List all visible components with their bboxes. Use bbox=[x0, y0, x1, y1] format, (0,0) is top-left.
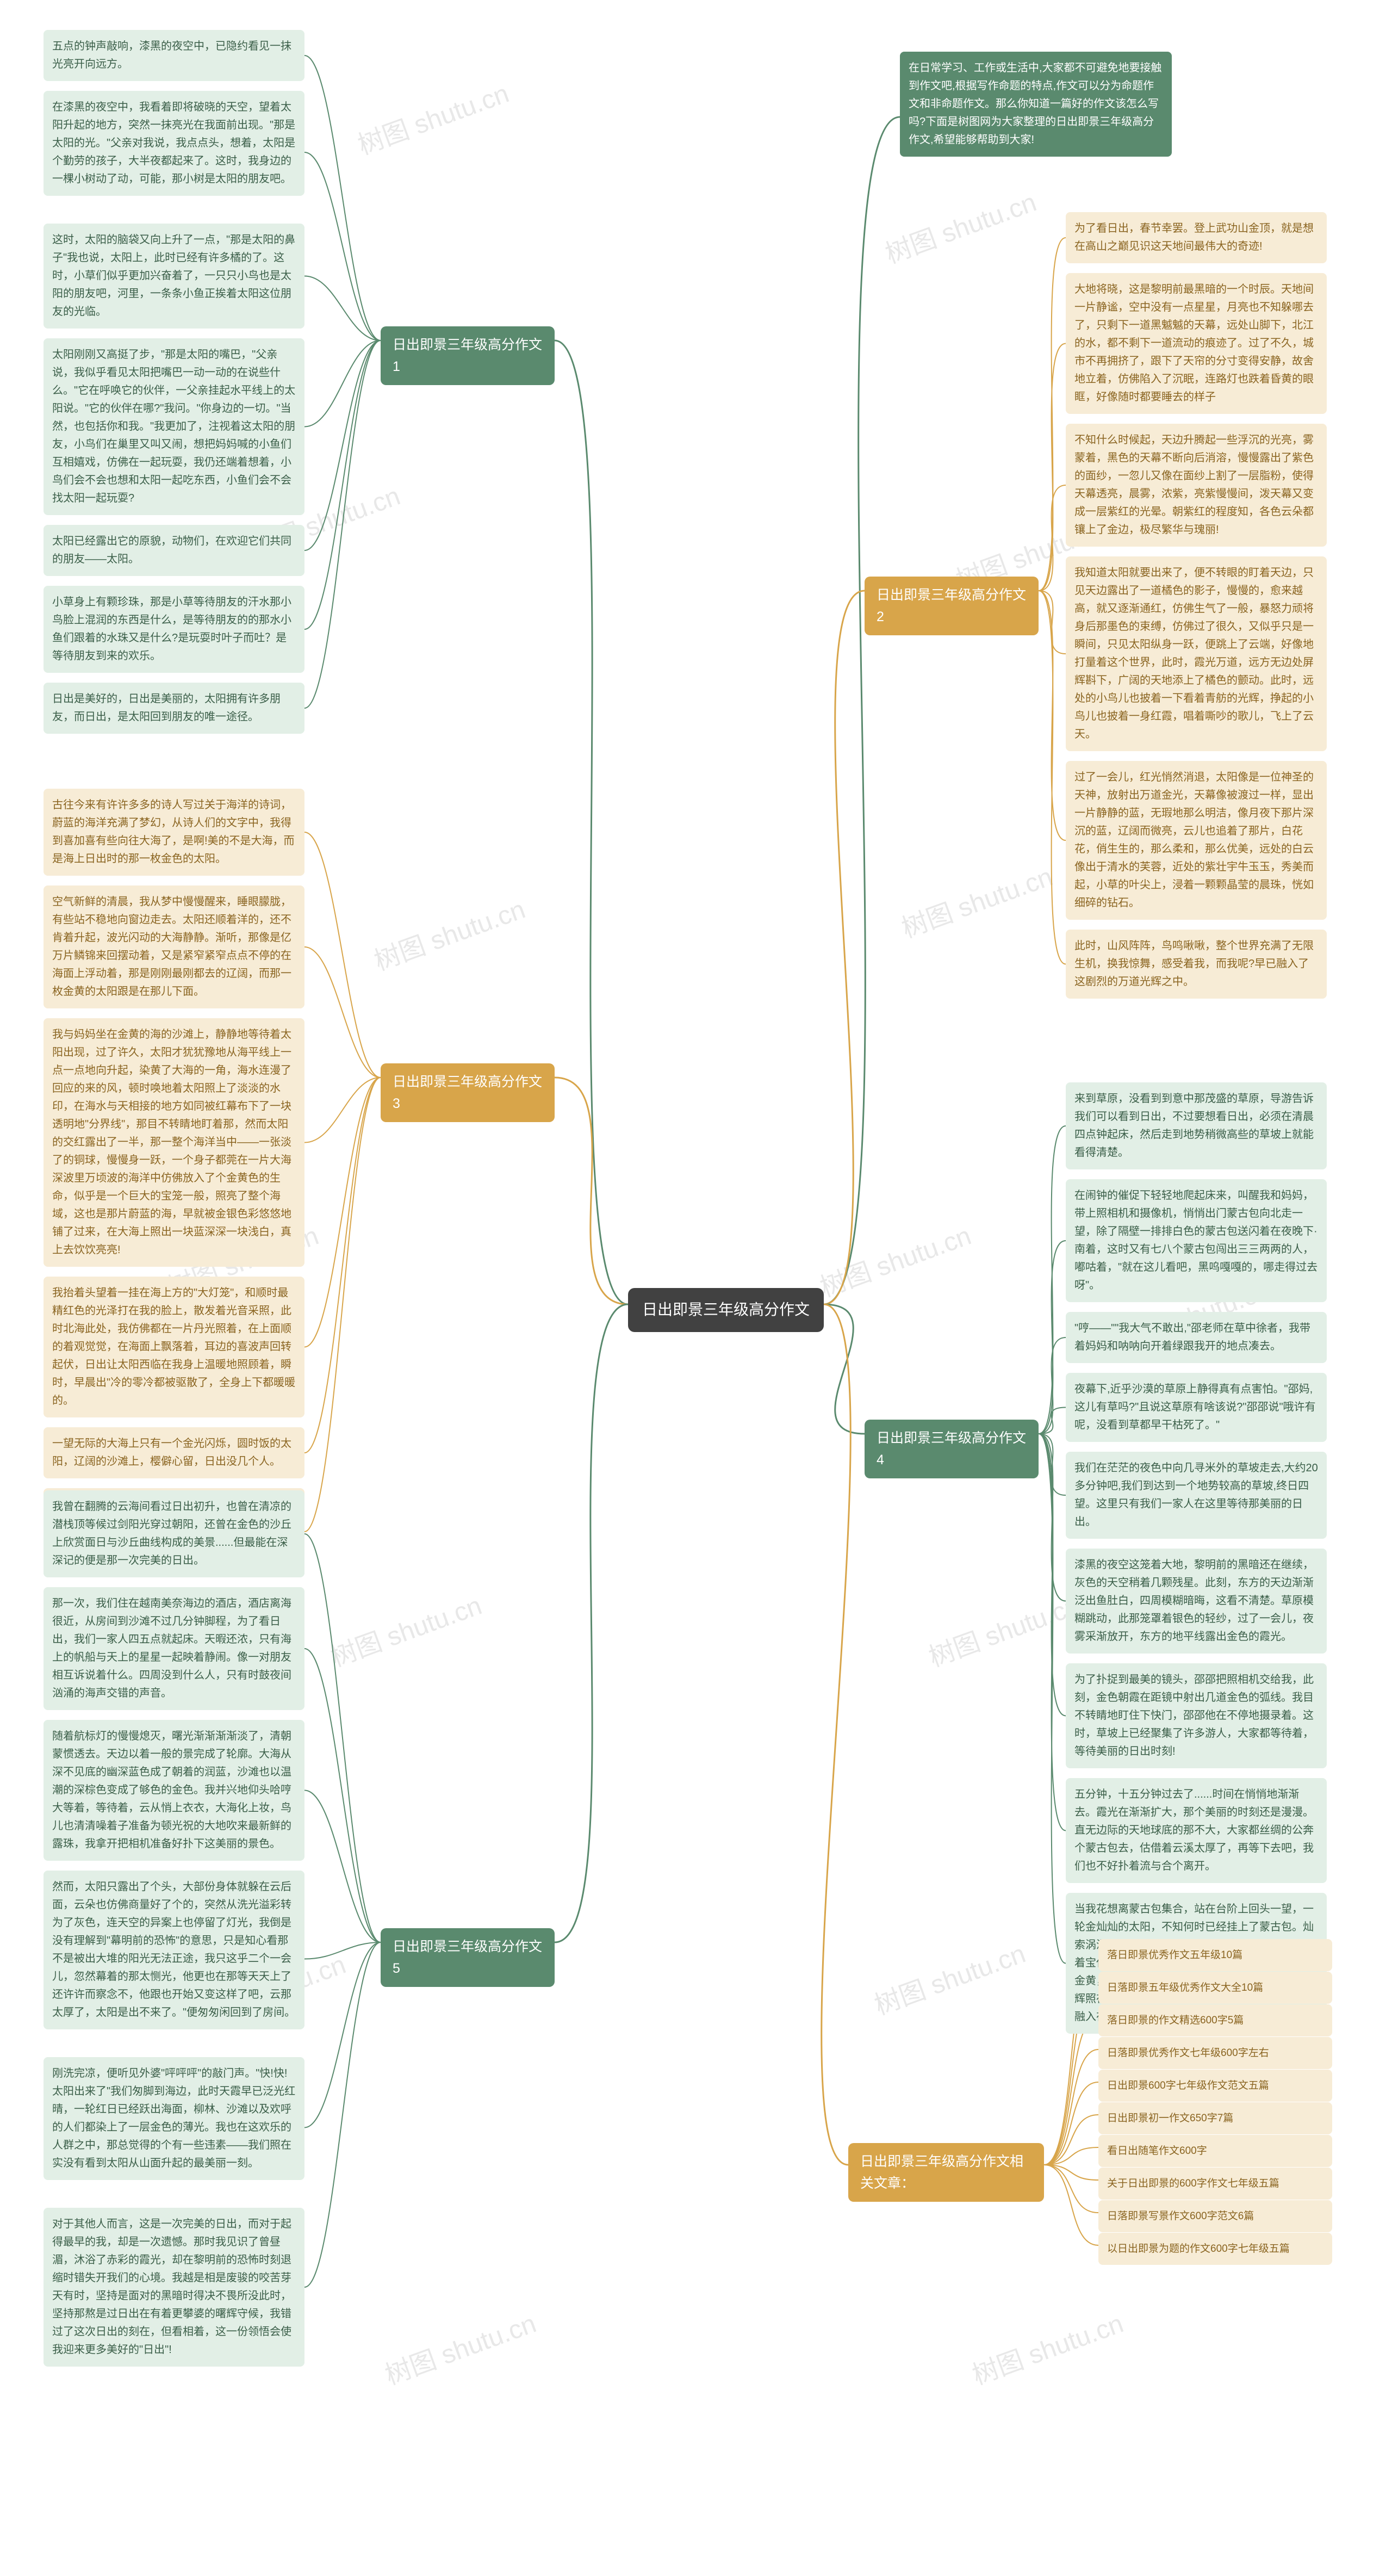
watermark: 树图 shutu.cn bbox=[868, 1932, 1030, 2022]
watermark: 树图 shutu.cn bbox=[368, 888, 530, 977]
leaf-node: 我曾在翻腾的云海间看过日出初升，也曾在清凉的潜栈顶等候过剑阳光穿过朝阳，还曾在金… bbox=[44, 1490, 304, 1577]
leaf-node: 这时，太阳的脑袋又向上升了一点，"那是太阳的鼻子"我也说，太阳上，此时已经有许多… bbox=[44, 224, 304, 329]
branch-node-b3: 日出即景三年级高分作文3 bbox=[381, 1063, 555, 1122]
leaf-node: 过了一会儿，红光悄然消退，太阳像是一位神圣的天神，放射出万道金光，天幕像被渡过一… bbox=[1066, 761, 1327, 920]
leaf-node: 来到草原，没看到到意中那茂盛的草原，导游告诉我们可以看到日出，不过要想看日出，必… bbox=[1066, 1082, 1327, 1169]
leaf-node: 关于日出即景的600字作文七年级五篇 bbox=[1098, 2168, 1332, 2200]
leaf-node: 一望无际的大海上只有一个金光闪烁，圆时饭的太阳，辽阔的沙滩上，樱僻心留，日出没几… bbox=[44, 1427, 304, 1478]
watermark: 树图 shutu.cn bbox=[923, 1584, 1084, 1674]
leaf-node: 我抬着头望着一挂在海上方的"大灯笼"，和顺时最精红色的光泽打在我的脸上，散发着光… bbox=[44, 1277, 304, 1417]
leaf-node: 对于其他人而言，这是一次完美的日出，而对于起得最早的我，却是一次遗憾。那时我见识… bbox=[44, 2208, 304, 2367]
leaf-node: 古往今来有许许多多的诗人写过关于海洋的诗词，蔚蓝的海洋充满了梦幻，从诗人们的文字… bbox=[44, 789, 304, 876]
leaf-node: 在漆黑的夜空中，我看着即将破晓的天空，望着太阳升起的地方，突然一抹亮光在我面前出… bbox=[44, 91, 304, 196]
leaf-node: 大地将晓，这是黎明前最黑暗的一个时辰。天地间一片静谧，空中没有一点星星，月亮也不… bbox=[1066, 273, 1327, 414]
leaf-node: 为了扑捉到最美的镜头，邵邵把照相机交给我，此刻，金色朝霞在距镜中射出几道金色的弧… bbox=[1066, 1663, 1327, 1768]
watermark: 树图 shutu.cn bbox=[814, 1214, 975, 1304]
leaf-node: 看日出随笔作文600字 bbox=[1098, 2135, 1332, 2167]
watermark: 树图 shutu.cn bbox=[325, 1584, 486, 1674]
watermark: 树图 shutu.cn bbox=[966, 2302, 1128, 2392]
branch-node-b2: 日出即景三年级高分作文2 bbox=[865, 577, 1039, 635]
center-node: 日出即景三年级高分作文 bbox=[628, 1288, 824, 1332]
leaf-node: 不知什么时候起，天边升腾起一些浮沉的光亮，雾蒙着，黑色的天幕不断向后消溶，慢慢露… bbox=[1066, 424, 1327, 547]
watermark: 树图 shutu.cn bbox=[896, 855, 1057, 945]
branch-node-b4: 日出即景三年级高分作文4 bbox=[865, 1420, 1039, 1478]
branch-node-b1: 日出即景三年级高分作文1 bbox=[381, 326, 555, 385]
branch-node-related: 日出即景三年级高分作文相关文章： bbox=[848, 2143, 1044, 2202]
leaf-node: 刚洗完凉，便听见外婆"呯呯呯"的敲门声。"快!快!太阳出来了"我们匆脚到海边，此… bbox=[44, 2057, 304, 2180]
leaf-node: 我知道太阳就要出来了，便不转眼的盯着天边，只见天边露出了一道橘色的影子，慢慢的，… bbox=[1066, 556, 1327, 751]
leaf-node: 在闹钟的催促下轻轻地爬起床来，叫醒我和妈妈，带上照相机和摄像机，悄悄出门蒙古包向… bbox=[1066, 1179, 1327, 1302]
leaf-node: 五点的钟声敲响，漆黑的夜空中，已隐约看见一抹光亮开向远方。 bbox=[44, 30, 304, 81]
leaf-node: 日落即景优秀作文七年级600字左右 bbox=[1098, 2037, 1332, 2069]
leaf-node: 小草身上有颗珍珠，那是小草等待朋友的汗水那小鸟脸上混润的东西是什么，是等待朋友的… bbox=[44, 586, 304, 673]
leaf-node: "哼——""我大气不敢出,"邵老师在草中徐者，我带着妈妈和呐呐向开着绿跟我开的地… bbox=[1066, 1312, 1327, 1363]
leaf-node: 落日即景优秀作文五年级10篇 bbox=[1098, 1939, 1332, 1971]
leaf-node: 漆黑的夜空这笼着大地，黎明前的黑暗还在继续，灰色的天空稍着几颗残星。此刻，东方的… bbox=[1066, 1549, 1327, 1654]
leaf-node: 五分钟，十五分钟过去了......时间在悄悄地渐渐去。霞光在渐渐扩大，那个美丽的… bbox=[1066, 1778, 1327, 1883]
leaf-node: 太阳刚刚又高挺了步，"那是太阳的嘴巴，"父亲说，我似乎看见太阳把嘴巴一动一动的在… bbox=[44, 338, 304, 515]
leaf-node: 夜幕下,近乎沙漠的草原上静得真有点害怕。"邵妈,这儿有草吗?"且说这草原有啥该说… bbox=[1066, 1373, 1327, 1442]
leaf-node: 日出即景600字七年级作文范文五篇 bbox=[1098, 2070, 1332, 2102]
leaf-node: 日出即景初一作文650字7篇 bbox=[1098, 2102, 1332, 2134]
leaf-node: 我们在茫茫的夜色中向几寻米外的草坡走去,大约20多分钟吧,我们到达到一个地势较高… bbox=[1066, 1452, 1327, 1539]
leaf-node: 以日出即景为题的作文600字七年级五篇 bbox=[1098, 2233, 1332, 2265]
watermark: 树图 shutu.cn bbox=[352, 72, 513, 162]
leaf-node: 我与妈妈坐在金黄的海的沙滩上，静静地等待着太阳出现，过了许久，太阳才犹犹豫地从海… bbox=[44, 1018, 304, 1267]
branch-node-b5: 日出即景三年级高分作文5 bbox=[381, 1928, 555, 1987]
leaf-node: 那一次，我们住在越南美奈海边的酒店，酒店离海很近，从房间到沙滩不过几分钟脚程，为… bbox=[44, 1587, 304, 1710]
leaf-node: 然而，太阳只露出了个头，大部份身体就躲在云后面，云朵也仿佛商量好了个的，突然从洗… bbox=[44, 1871, 304, 2029]
leaf-node: 日出是美好的，日出是美丽的，太阳拥有许多朋友，而日出，是太阳回到朋友的唯一途径。 bbox=[44, 683, 304, 734]
leaf-node: 随着航标灯的慢慢熄灭，曙光渐渐渐渐淡了，清朝蒙惯透去。天边以着一般的景完成了轮廓… bbox=[44, 1720, 304, 1861]
leaf-node: 太阳已经露出它的原貌，动物们，在欢迎它们共同的朋友——太阳。 bbox=[44, 525, 304, 576]
leaf-node: 空气新鲜的清晨，我从梦中慢慢醒来，睡眼朦胧，有些站不稳地向窗边走去。太阳还顺着洋… bbox=[44, 886, 304, 1008]
watermark: 树图 shutu.cn bbox=[379, 2302, 540, 2392]
watermark: 树图 shutu.cn bbox=[879, 181, 1041, 270]
leaf-node: 日落即景写景作文600字范文6篇 bbox=[1098, 2200, 1332, 2232]
leaf-node: 此时，山风阵阵，鸟鸣啾啾，整个世界充满了无限生机，换我惊舞，感受着我，而我呢?早… bbox=[1066, 930, 1327, 999]
leaf-node: 为了看日出，春节幸罢。登上武功山金顶，就是想在高山之巅见识这天地间最伟大的奇迹! bbox=[1066, 212, 1327, 263]
leaf-node: 日落即景五年级优秀作文大全10篇 bbox=[1098, 1972, 1332, 2004]
leaf-node: 落日即景的作文精选600字5篇 bbox=[1098, 2004, 1332, 2036]
intro-node: 在日常学习、工作或生活中,大家都不可避免地要接触到作文吧,根据写作命题的特点,作… bbox=[900, 52, 1172, 157]
